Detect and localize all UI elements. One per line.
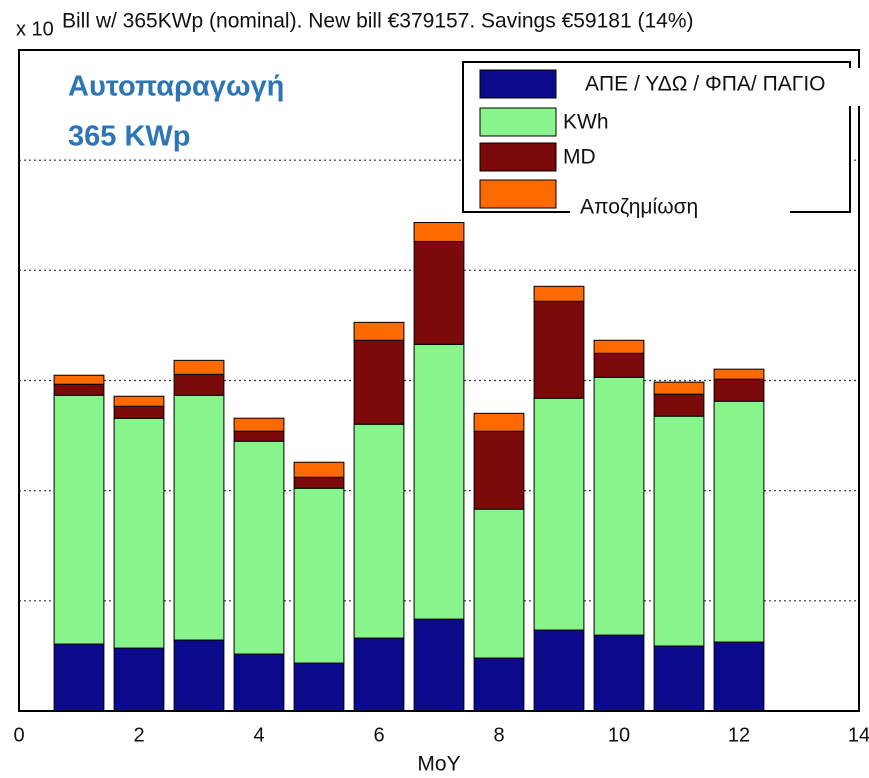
legend-label: Αποζημίωση <box>580 196 698 219</box>
bar-segment <box>713 400 765 643</box>
bar-segment <box>653 415 705 647</box>
chart-title: Bill w/ 365KWp (nominal). New bill €3791… <box>62 10 694 33</box>
bar-segment <box>173 373 225 396</box>
x-tick-label: 14 <box>848 724 869 746</box>
x-tick-label: 0 <box>13 724 24 746</box>
bar-segment <box>53 383 105 396</box>
bar-segment <box>413 343 465 620</box>
x-tick-label: 4 <box>253 724 264 746</box>
bar-segment <box>473 412 525 432</box>
bar-segment <box>233 440 285 655</box>
x-tick-label: 2 <box>133 724 144 746</box>
legend-label-bg <box>575 68 865 106</box>
bar-segment <box>413 222 465 242</box>
legend-swatch <box>479 107 557 137</box>
bar-segment <box>293 487 345 664</box>
y-multiplier: x 10 <box>16 18 54 40</box>
bar-segment <box>653 381 705 395</box>
annotation: 365 KWp <box>68 121 190 153</box>
bar-segment <box>473 430 525 510</box>
bar-segment <box>173 639 225 712</box>
bar-segment <box>113 395 165 407</box>
legend-swatch <box>479 69 557 99</box>
bar-segment <box>53 394 105 645</box>
x-axis-label: MoY <box>417 753 460 776</box>
bar-segment <box>413 240 465 345</box>
x-tick-label: 12 <box>728 724 750 746</box>
bar-segment <box>353 321 405 341</box>
bar-segment <box>533 300 585 399</box>
legend-label: MD <box>563 146 596 169</box>
bar-segment <box>53 643 105 712</box>
legend: ΑΠΕ / ΥΔΩ / ΦΠΑ/ ΠΑΓΙΟ KWh MD Αποζημίωση <box>462 61 865 226</box>
bar-segment <box>53 374 105 385</box>
bar-segment <box>593 376 645 636</box>
bar-segment <box>353 423 405 639</box>
bar-segment <box>293 662 345 712</box>
x-tick-label: 8 <box>493 724 504 746</box>
bar-segment <box>113 647 165 712</box>
bar-segment <box>353 339 405 425</box>
bar-segment <box>113 417 165 649</box>
bar-segment <box>233 417 285 432</box>
legend-label: ΑΠΕ / ΥΔΩ / ΦΠΑ/ ΠΑΓΙΟ <box>585 73 826 96</box>
bar-segment <box>533 629 585 712</box>
bar-segment <box>233 430 285 442</box>
plot-frame <box>18 49 860 712</box>
bar-segment <box>233 653 285 712</box>
bar-segment <box>653 393 705 417</box>
legend-label: KWh <box>563 111 609 134</box>
legend-swatch <box>479 142 557 172</box>
bar-segment <box>173 359 225 375</box>
bar-segment <box>713 378 765 402</box>
annotation: Αυτοπαραγωγή <box>68 71 284 103</box>
legend-swatch <box>479 179 557 209</box>
bar-segment <box>713 641 765 712</box>
bar-segment <box>473 657 525 712</box>
bar-segment <box>413 618 465 712</box>
bar-segment <box>593 634 645 712</box>
bar-segment <box>653 645 705 712</box>
x-tick-label: 6 <box>373 724 384 746</box>
bar-segment <box>113 405 165 419</box>
bar-segment <box>593 339 645 354</box>
bar-segment <box>293 476 345 489</box>
bar-segment <box>533 285 585 302</box>
x-tick-label: 10 <box>608 724 630 746</box>
bar-segment <box>593 352 645 378</box>
legend-label-bg <box>570 188 790 226</box>
bar-segment <box>713 368 765 380</box>
bar-segment <box>473 508 525 659</box>
bar-segment <box>293 461 345 478</box>
bar-segment <box>533 397 585 631</box>
bar-segment <box>353 637 405 712</box>
bar-segment <box>173 394 225 641</box>
